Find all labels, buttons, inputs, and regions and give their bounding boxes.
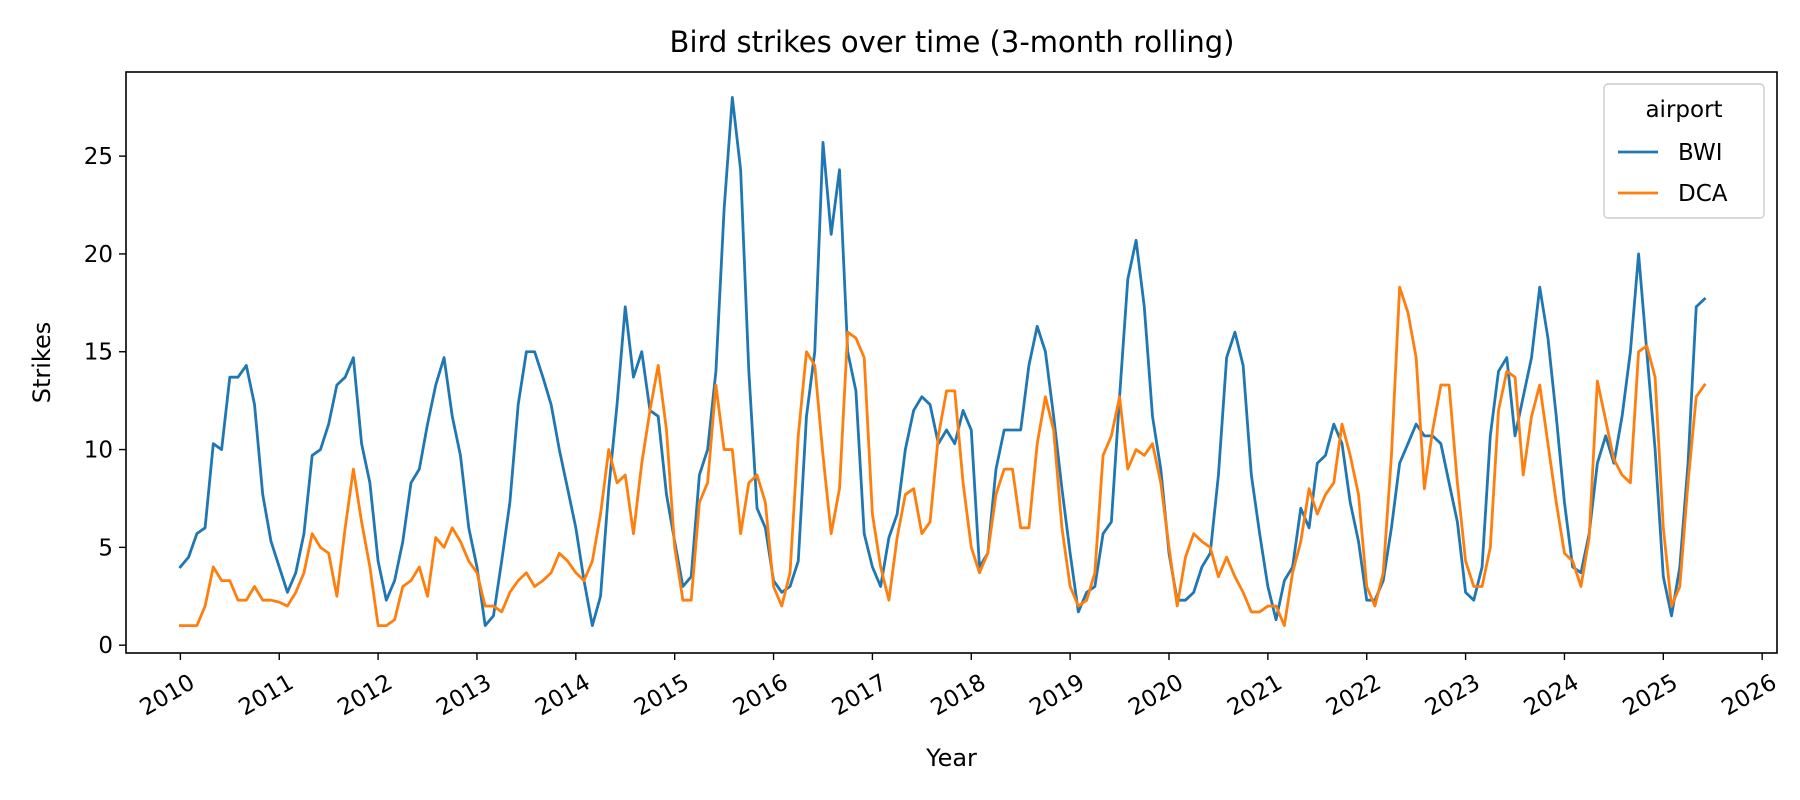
- x-tick-label: 2017: [828, 670, 892, 722]
- y-axis-label: Strikes: [28, 322, 56, 404]
- x-tick-label: 2022: [1322, 670, 1386, 722]
- x-tick-label: 2026: [1717, 670, 1781, 722]
- series-line-dca: [178, 285, 1707, 628]
- y-tick-label: 10: [84, 438, 113, 464]
- x-tick-label: 2020: [1124, 670, 1188, 722]
- legend-label-dca: DCA: [1678, 181, 1728, 207]
- x-tick-label: 2014: [531, 670, 595, 722]
- x-tick-label: 2015: [630, 670, 694, 722]
- x-tick-label: 2025: [1619, 670, 1683, 722]
- plot-frame: [125, 71, 1778, 654]
- series-layer: [178, 96, 1707, 628]
- x-tick-label: 2016: [729, 670, 793, 722]
- y-tick-label: 25: [84, 144, 113, 170]
- x-tick-label: 2012: [333, 670, 397, 722]
- legend-box: [1603, 83, 1765, 219]
- x-tick-label: 2018: [927, 670, 991, 722]
- series-line-bwi: [178, 96, 1707, 628]
- x-tick-label: 2019: [1025, 670, 1089, 722]
- y-tick-label: 20: [84, 242, 113, 268]
- x-tick-label: 2011: [235, 670, 299, 722]
- y-tick-label: 0: [98, 633, 113, 659]
- x-axis-label: Year: [925, 744, 977, 772]
- chart-title: Bird strikes over time (3-month rolling): [670, 25, 1235, 59]
- x-axis: 2010 2011 2012 2013 2014 2015 2016 2017 2018 2019…: [136, 653, 1781, 721]
- y-tick-label: 15: [84, 340, 113, 366]
- x-tick-label: 2021: [1223, 670, 1287, 722]
- x-tick-label: 2023: [1421, 670, 1485, 722]
- x-tick-label: 2010: [136, 670, 200, 722]
- legend-title: airport: [1645, 97, 1722, 123]
- legend: airport BWI DCA: [1603, 83, 1765, 219]
- y-tick-label: 5: [98, 535, 113, 561]
- x-tick-label: 2013: [432, 670, 496, 722]
- legend-label-bwi: BWI: [1678, 140, 1722, 166]
- y-axis: 0 5 10 15 20 25: [84, 144, 126, 659]
- x-tick-label: 2024: [1520, 670, 1584, 722]
